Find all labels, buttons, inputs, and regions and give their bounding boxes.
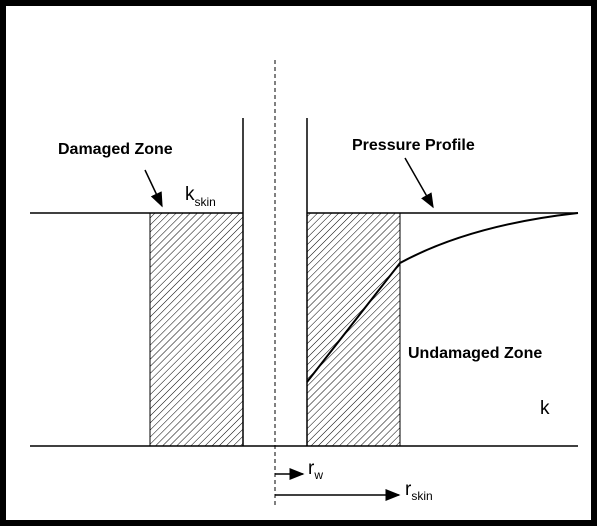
rw-base: r — [308, 458, 315, 479]
k-skin-label: kskin — [185, 184, 216, 209]
pressure-curve — [306, 212, 579, 383]
damaged-zone-left — [149, 212, 244, 447]
rskin-label: rskin — [405, 479, 433, 503]
k-label: k — [540, 398, 550, 419]
rskin-base: r — [405, 479, 412, 500]
rw-sub: w — [313, 468, 323, 482]
rskin-sub: skin — [411, 489, 432, 503]
pressure-profile-label: Pressure Profile — [352, 137, 475, 154]
lines — [30, 60, 579, 505]
damaged-zone-right — [306, 212, 401, 447]
k-base: k — [185, 184, 195, 205]
damaged-zone-label: Damaged Zone — [58, 141, 173, 158]
k-sub: skin — [195, 195, 216, 209]
undamaged-zone-label: Undamaged Zone — [408, 345, 542, 362]
rw-label: rw — [308, 458, 323, 482]
